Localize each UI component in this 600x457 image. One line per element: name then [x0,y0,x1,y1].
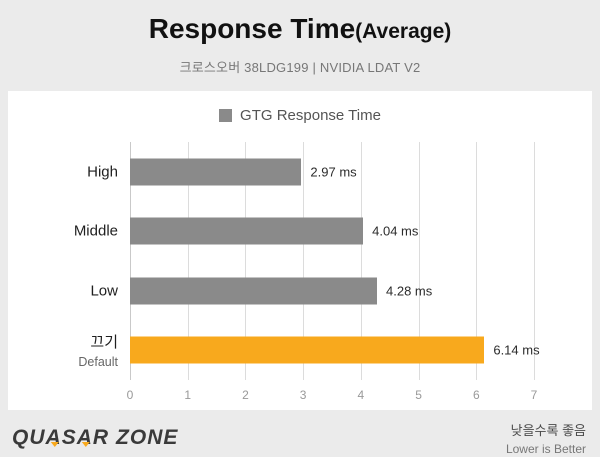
plot-area: High 2.97 ms Middle 4.04 ms Low 4.28 ms 끄기 Defa… [74,142,540,381]
bar-row: High 2.97 ms [87,142,534,202]
gridline [360,142,362,380]
value-label: 4.28 ms [386,283,433,299]
bar [130,336,485,364]
category-label: Low [12,282,118,299]
gridline [187,142,189,380]
quasarzone-logo: QUASAR ZONE [12,426,179,449]
bar [130,158,302,186]
page-title: Response Time(Average) [0,13,600,50]
x-axis-tick: 3 [299,388,307,402]
x-axis-tick: 1 [184,388,192,402]
legend: GTG Response Time [8,106,592,124]
gridline [418,142,420,380]
bar [130,277,377,305]
footer-notes: 낮을수록 좋음 Lower is Better [506,420,586,456]
bar [130,217,364,245]
category-label-sub: Default [78,355,118,370]
chart-subtitle: 크로스오버 38LDG199 | NVIDIA LDAT V2 [179,60,421,75]
category-label: 끄기 Default [12,331,118,369]
x-axis-tick: 2 [242,388,249,402]
chart-panel: GTG Response Time High 2.97 ms Middle 4.04 … [8,91,592,410]
category-label: High [12,163,118,180]
x-axis-tick: 5 [415,388,422,402]
value-label: 6.14 ms [493,342,540,358]
bar-row: Middle 4.04 ms [74,202,534,262]
lower-is-better-en: Lower is Better [505,442,586,456]
category-label-main: 끄기 [90,334,118,352]
lower-is-better-kr: 낮을수록 좋음 [510,423,586,438]
title-suffix: (Average) [355,20,452,43]
gridline [476,142,478,380]
footer: QUASAR ZONE 낮을수록 좋음 Lower is Better [12,420,586,456]
chart-header: Response Time(Average) 크로스오버 38LDG199 | … [0,0,600,76]
gridline [534,142,535,380]
gridline [303,142,305,380]
x-axis-tick: 7 [530,388,538,402]
x-axis-tick: 4 [357,388,365,402]
gridline [130,142,131,380]
value-label: 4.04 ms [372,223,419,239]
x-axis-tick: 6 [472,388,480,402]
bar-row: 끄기 Default 6.14 ms [78,321,539,381]
title-main: Response Time [148,13,356,44]
bar-chart: High 2.97 ms Middle 4.04 ms Low 4.28 ms 끄기 Defa… [74,142,540,404]
gridlines [130,142,535,380]
legend-label: GTG Response Time [240,106,381,124]
gridline [245,142,247,380]
value-label: 2.97 ms [310,164,357,180]
x-axis: 0 1 2 3 4 5 6 7 [126,380,538,404]
legend-swatch [219,108,233,122]
bar-rows: High 2.97 ms Middle 4.04 ms Low 4.28 ms 끄기 Defa… [74,142,540,381]
bar-row: Low 4.28 ms [90,261,534,321]
category-label-main: Middle [73,222,118,240]
x-axis-tick: 0 [126,388,134,402]
category-label: Middle [12,223,118,240]
category-label-main: Low [90,282,118,300]
category-label-main: High [87,163,118,181]
